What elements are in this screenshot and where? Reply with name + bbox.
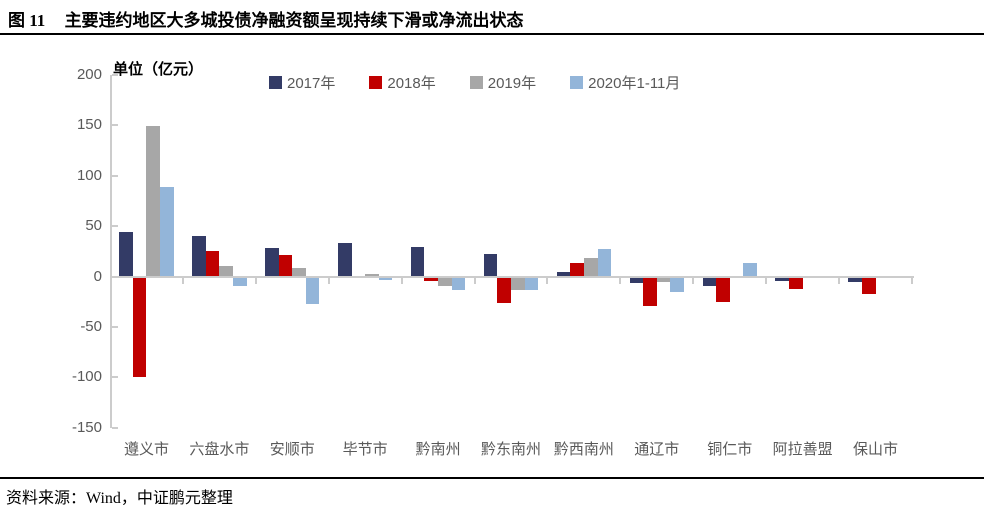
y-axis-tick — [112, 426, 118, 429]
x-axis-tick — [181, 277, 184, 284]
y-axis-tick-label: -150 — [71, 418, 102, 436]
bar-s2-g6 — [497, 276, 511, 303]
bar-s2-g7 — [570, 263, 584, 277]
legend-swatch-icon — [369, 76, 383, 89]
bar-s3-g2 — [219, 266, 233, 277]
y-axis-tick-label: 150 — [76, 116, 102, 134]
legend-label: 2017年 — [287, 75, 336, 92]
bar-s3-g4 — [365, 274, 379, 277]
x-axis-label: 铜仁市 — [707, 441, 753, 458]
legend-item: 2017年 — [269, 72, 335, 93]
bar-s2-g3 — [278, 255, 293, 277]
y-axis-tick — [112, 376, 118, 379]
y-axis-tick-label: 0 — [93, 267, 102, 285]
x-axis-tick — [400, 277, 403, 284]
bar-s1-g6 — [483, 254, 498, 277]
x-axis-tick — [254, 277, 257, 284]
bar-s3-g1 — [146, 126, 161, 277]
bar-s1-g9 — [702, 276, 717, 286]
unit-label: 单位（亿元） — [113, 61, 204, 78]
y-axis-tick — [112, 225, 118, 228]
footer-divider — [0, 477, 984, 479]
legend-swatch-icon — [570, 76, 584, 89]
x-axis-label: 黔西南州 — [553, 441, 614, 458]
y-axis-line — [110, 74, 112, 428]
bar-s2-g5 — [424, 276, 439, 281]
x-axis-tick — [911, 277, 913, 284]
legend-item: 2019年 — [469, 72, 537, 93]
y-axis-tick — [112, 325, 118, 328]
x-axis-label: 通辽市 — [634, 441, 680, 458]
bar-s4-g2 — [232, 276, 247, 286]
x-axis-label: 遵义市 — [123, 441, 169, 458]
bar-s1-g2 — [192, 236, 206, 277]
figure-title-text: 主要违约地区大多城投债净融资额呈现持续下滑或净流出状态 — [64, 11, 524, 30]
x-axis-tick — [327, 277, 330, 284]
y-axis-tick-label: 100 — [76, 166, 102, 184]
title-divider — [0, 33, 984, 35]
legend-swatch-icon — [469, 76, 483, 89]
bar-s2-g9 — [716, 276, 730, 302]
bar-s1-g11 — [848, 276, 862, 282]
x-axis-label: 黔东南州 — [480, 441, 541, 458]
bar-s2-g2 — [205, 251, 220, 277]
x-axis-tick — [692, 277, 695, 284]
x-axis-tick — [838, 277, 841, 284]
bar-s2-g8 — [643, 276, 657, 306]
bar-s4-g3 — [305, 276, 320, 304]
y-axis-tick-label: -100 — [71, 368, 102, 386]
bar-s1-g8 — [629, 276, 644, 283]
bar-s1-g1 — [119, 232, 133, 277]
legend-label: 2020年1-11月 — [588, 75, 681, 92]
legend-label: 2018年 — [387, 75, 436, 92]
legend: 2017年 2018年 2019年 2020年1-11月 — [269, 72, 680, 93]
bar-s3-g5 — [438, 276, 452, 286]
y-axis-tick-label: 200 — [76, 65, 102, 83]
x-axis-label: 毕节市 — [342, 441, 388, 458]
bar-s4-g9 — [743, 263, 757, 277]
x-axis-label: 保山市 — [853, 441, 899, 458]
x-axis-label: 六盘水市 — [189, 441, 250, 458]
bar-s1-g5 — [410, 247, 425, 277]
source-note: 资料来源：Wind，中证鹏元整理 — [6, 490, 233, 507]
x-axis-label: 黔南州 — [415, 441, 461, 458]
bar-s2-g10 — [789, 276, 803, 289]
x-axis-tick — [765, 277, 768, 284]
bar-s2-g1 — [132, 276, 147, 378]
x-axis-tick — [619, 277, 622, 284]
x-axis-line — [110, 275, 914, 278]
x-axis-label: 阿拉善盟 — [772, 441, 833, 458]
y-axis-tick — [112, 73, 118, 76]
bar-s2-g11 — [861, 276, 876, 294]
legend-swatch-icon — [269, 76, 282, 89]
bar-s4-g7 — [597, 249, 612, 277]
bar-s1-g10 — [775, 276, 790, 281]
bar-s3-g7 — [583, 258, 598, 277]
x-axis-tick — [473, 277, 476, 284]
x-axis-label: 安顺市 — [269, 441, 315, 458]
y-axis-tick-label: 50 — [85, 217, 102, 235]
bar-s4-g8 — [670, 276, 684, 292]
bar-s4-g1 — [160, 186, 174, 277]
bar-s1-g3 — [265, 248, 279, 277]
bar-s3-g6 — [511, 276, 525, 290]
legend-label: 2019年 — [487, 75, 537, 92]
bar-s1-g7 — [556, 272, 571, 277]
y-axis-tick — [112, 174, 118, 177]
x-axis-tick — [546, 277, 549, 284]
y-axis-tick-label: -50 — [80, 317, 102, 335]
bar-s4-g4 — [378, 276, 393, 280]
bar-s4-g6 — [524, 276, 539, 290]
legend-item: 2020年1-11月 — [570, 72, 680, 93]
bar-s4-g5 — [451, 276, 466, 290]
bar-s3-g8 — [656, 276, 671, 282]
bar-s1-g4 — [337, 243, 352, 277]
y-axis-tick — [112, 124, 118, 127]
bar-s3-g3 — [292, 268, 306, 277]
legend-item: 2018年 — [369, 72, 436, 93]
figure-number: 图 11 — [8, 11, 46, 30]
figure-title: 图 11 主要违约地区大多城投债净融资额呈现持续下滑或净流出状态 — [8, 6, 524, 31]
